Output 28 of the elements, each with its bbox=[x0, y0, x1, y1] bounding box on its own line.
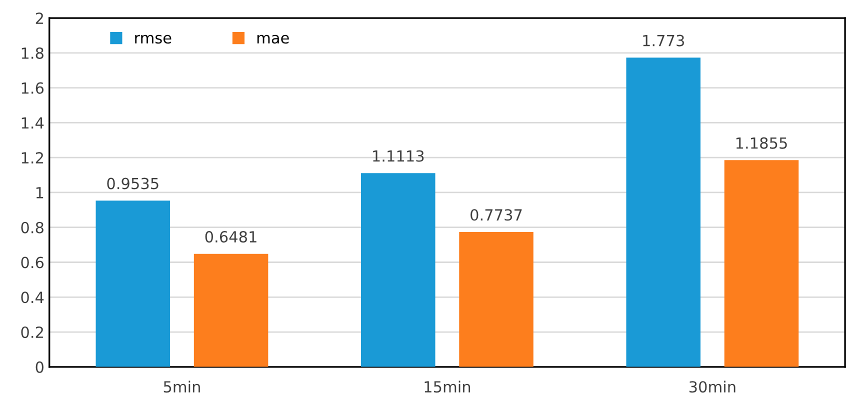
bar bbox=[96, 200, 170, 367]
legend-label: rmse bbox=[135, 34, 172, 44]
data-label: 0.6481 bbox=[205, 231, 256, 243]
data-label: 0.7737 bbox=[470, 209, 522, 221]
y-tick-label: 2 bbox=[36, 12, 43, 24]
bar bbox=[724, 160, 799, 367]
y-tick-label: 1 bbox=[36, 187, 44, 198]
y-tick-label: 0.6 bbox=[21, 256, 44, 268]
data-label: 1.1855 bbox=[736, 137, 787, 149]
data-label: 0.9535 bbox=[107, 178, 158, 190]
x-tick-label: 15min bbox=[424, 380, 470, 393]
bar bbox=[194, 254, 268, 367]
y-tick-label: 0.8 bbox=[21, 222, 44, 234]
data-label: 1.773 bbox=[643, 34, 684, 46]
y-tick-label: 1.6 bbox=[22, 82, 44, 94]
data-label: 1.1113 bbox=[373, 150, 424, 162]
y-tick-label: 0 bbox=[36, 361, 44, 373]
y-tick-label: 0.4 bbox=[21, 292, 44, 304]
y-tick-label: 1.2 bbox=[22, 152, 43, 164]
bar bbox=[361, 173, 436, 367]
y-tick-label: 1.4 bbox=[22, 117, 44, 129]
x-tick-label: 30min bbox=[689, 380, 736, 393]
x-tick-label: 5min bbox=[164, 380, 200, 393]
bar bbox=[459, 232, 534, 367]
y-tick-label: 1.8 bbox=[22, 47, 44, 59]
bar bbox=[626, 58, 700, 367]
y-tick-label: 0.2 bbox=[21, 326, 43, 338]
legend-label: mae bbox=[257, 34, 289, 44]
